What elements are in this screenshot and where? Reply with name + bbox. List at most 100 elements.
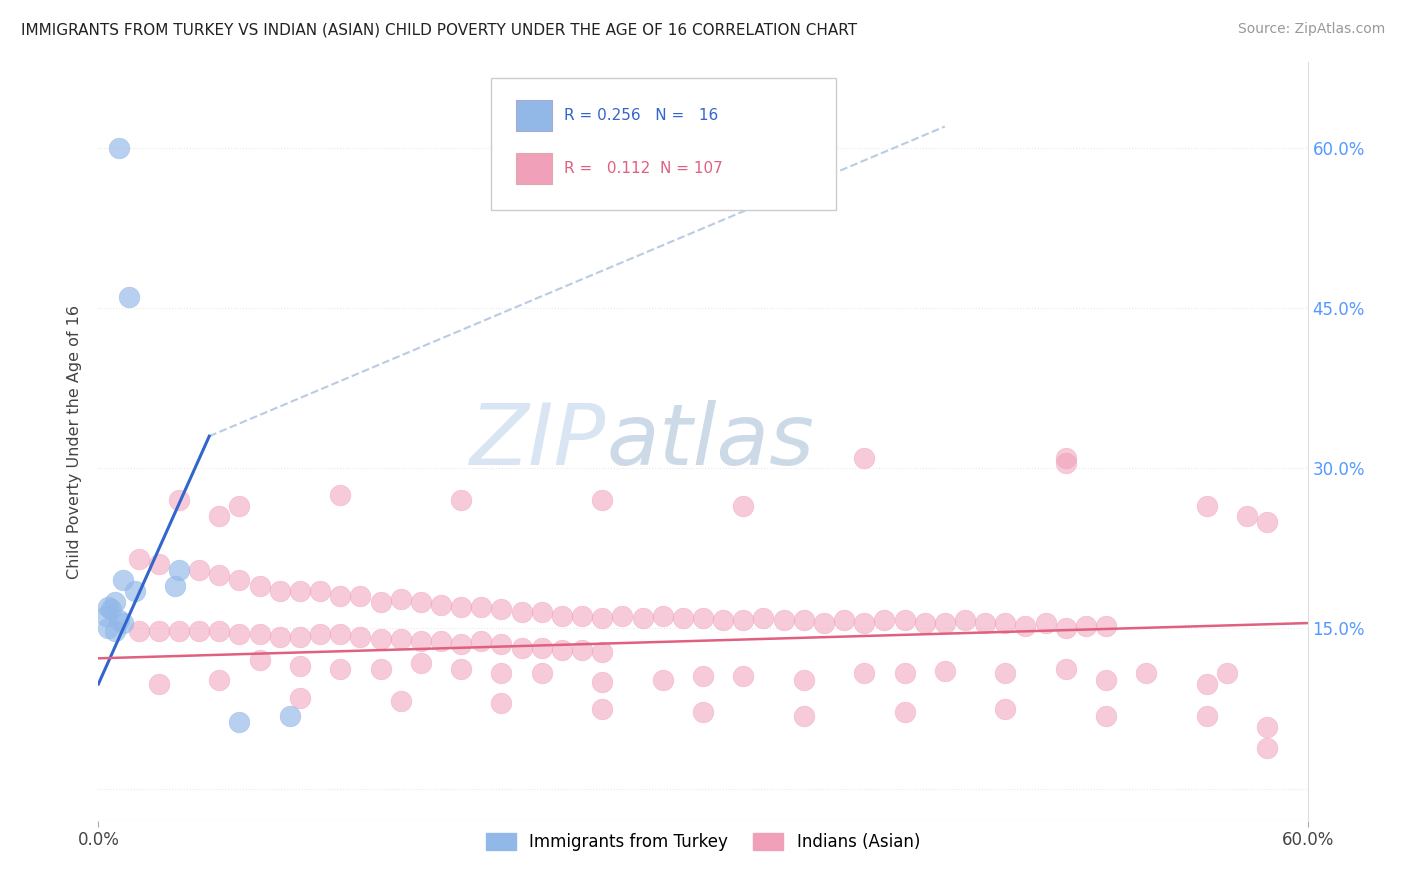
Point <box>288 690 311 705</box>
Point <box>591 701 613 715</box>
Text: R =   0.112  N = 107: R = 0.112 N = 107 <box>564 161 723 176</box>
Point <box>329 626 352 640</box>
Point <box>491 637 513 651</box>
Point <box>651 673 673 687</box>
Point <box>1095 709 1118 723</box>
Point <box>228 499 250 513</box>
FancyBboxPatch shape <box>492 78 837 211</box>
Point <box>591 674 613 689</box>
Point <box>100 602 122 616</box>
Point <box>974 616 997 631</box>
Point <box>309 626 332 640</box>
Point <box>167 493 190 508</box>
Point <box>430 634 453 648</box>
Point <box>111 574 134 588</box>
Point <box>269 584 291 599</box>
FancyBboxPatch shape <box>516 153 551 184</box>
Point <box>551 642 574 657</box>
Point <box>148 558 170 572</box>
Point <box>249 626 271 640</box>
Point <box>510 640 533 655</box>
Point <box>591 611 613 625</box>
Point <box>1256 720 1278 734</box>
Point <box>278 709 301 723</box>
Point <box>167 624 190 638</box>
Legend: Immigrants from Turkey, Indians (Asian): Immigrants from Turkey, Indians (Asian) <box>479 826 927 858</box>
Point <box>733 613 755 627</box>
Point <box>349 630 371 644</box>
Point <box>571 642 593 657</box>
Point <box>1216 666 1239 681</box>
Point <box>813 616 835 631</box>
Point <box>994 701 1017 715</box>
Y-axis label: Child Poverty Under the Age of 16: Child Poverty Under the Age of 16 <box>67 304 83 579</box>
Point <box>1014 619 1036 633</box>
Point <box>1236 509 1258 524</box>
Point <box>1256 741 1278 756</box>
Point <box>228 715 250 730</box>
Text: R = 0.256   N =   16: R = 0.256 N = 16 <box>564 108 718 123</box>
Point <box>208 624 231 638</box>
Point <box>1054 622 1077 636</box>
Point <box>551 608 574 623</box>
Point <box>612 608 634 623</box>
Point <box>530 640 553 655</box>
Point <box>491 666 513 681</box>
Point <box>389 694 412 708</box>
Point <box>450 662 472 676</box>
Point <box>269 630 291 644</box>
Point <box>208 568 231 582</box>
Point <box>893 613 915 627</box>
Point <box>893 666 915 681</box>
Point <box>793 613 815 627</box>
Point <box>148 624 170 638</box>
Text: atlas: atlas <box>606 400 814 483</box>
Point <box>672 611 695 625</box>
Point <box>409 595 432 609</box>
Point <box>631 611 654 625</box>
Point <box>389 632 412 646</box>
Point <box>994 666 1017 681</box>
Point <box>793 673 815 687</box>
Point <box>1195 709 1218 723</box>
Text: IMMIGRANTS FROM TURKEY VS INDIAN (ASIAN) CHILD POVERTY UNDER THE AGE OF 16 CORRE: IMMIGRANTS FROM TURKEY VS INDIAN (ASIAN)… <box>21 22 858 37</box>
Point <box>349 590 371 604</box>
Point <box>228 626 250 640</box>
Point <box>470 634 492 648</box>
Point <box>1195 677 1218 691</box>
Point <box>530 606 553 620</box>
Text: Source: ZipAtlas.com: Source: ZipAtlas.com <box>1237 22 1385 37</box>
Point <box>208 509 231 524</box>
Point <box>97 622 120 636</box>
Point <box>450 493 472 508</box>
Point <box>591 645 613 659</box>
Point <box>450 600 472 615</box>
Point <box>370 662 392 676</box>
Point <box>1054 456 1077 470</box>
Point <box>450 637 472 651</box>
Point <box>188 563 211 577</box>
Point <box>711 613 734 627</box>
Point <box>96 608 118 623</box>
Point <box>772 613 794 627</box>
Point <box>208 673 231 687</box>
Point <box>329 590 352 604</box>
Point <box>934 616 956 631</box>
Point <box>1054 450 1077 465</box>
Point <box>370 595 392 609</box>
Point <box>752 611 775 625</box>
Point <box>148 677 170 691</box>
Point <box>853 450 876 465</box>
Point <box>1054 662 1077 676</box>
Point <box>591 493 613 508</box>
Point <box>409 656 432 670</box>
Point <box>97 600 120 615</box>
Point <box>853 666 876 681</box>
Point <box>128 624 150 638</box>
Point <box>128 552 150 566</box>
Point <box>853 616 876 631</box>
Point <box>1135 666 1157 681</box>
Point <box>409 634 432 648</box>
Point <box>167 563 190 577</box>
Point <box>288 584 311 599</box>
